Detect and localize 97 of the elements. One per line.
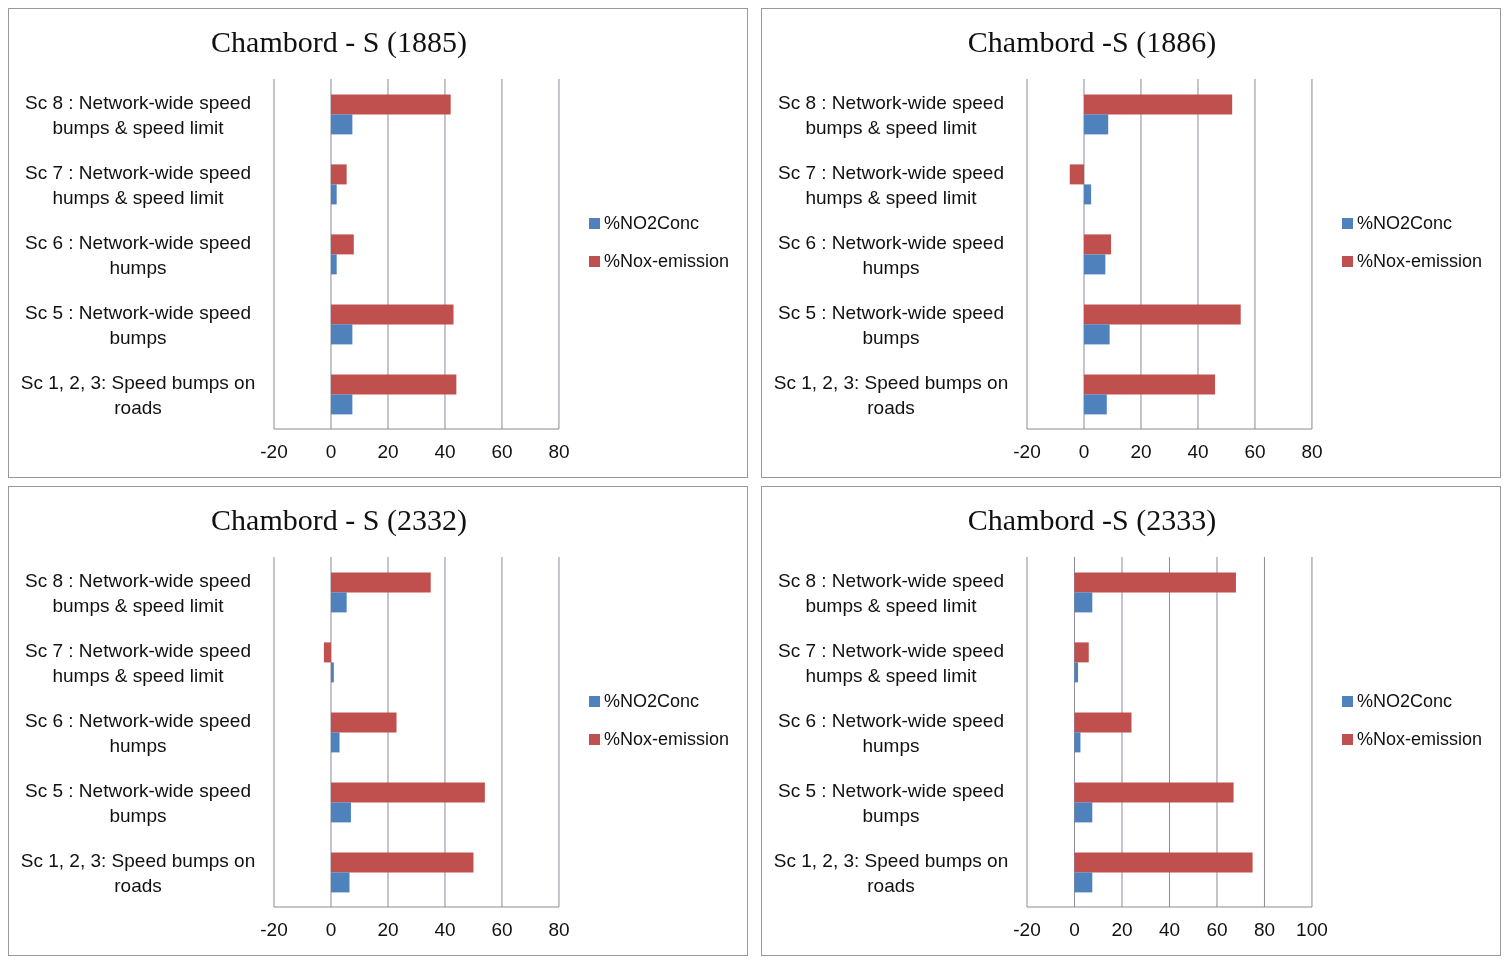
x-tick-label: 60 xyxy=(1206,919,1228,941)
bar xyxy=(1083,254,1106,275)
bar xyxy=(1083,324,1110,345)
bar xyxy=(323,642,331,663)
bar xyxy=(1069,164,1084,185)
y-tick-label: Sc 6 : Network-wide speed humps xyxy=(778,709,1004,755)
y-tick-label: Sc 5 : Network-wide speed bumps xyxy=(25,301,251,347)
x-tick-label: 80 xyxy=(548,441,570,463)
legend-label: %Nox-emission xyxy=(603,250,729,271)
y-tick-label: Sc 7 : Network-wide speed humps & speed limit xyxy=(778,161,1004,207)
bar xyxy=(1074,782,1234,803)
y-tick-label: Sc 6 : Network-wide speed humps xyxy=(25,231,251,277)
bar xyxy=(1074,732,1081,753)
y-tick-label: Sc 1, 2, 3: Speed bumps on roads xyxy=(773,371,1009,417)
x-tick-label: 40 xyxy=(1187,441,1209,463)
legend-label: %Nox-emission xyxy=(603,728,729,749)
y-tick-label: Sc 6 : Network-wide speed humps xyxy=(25,709,251,755)
bar xyxy=(330,234,354,255)
x-tick-label: 40 xyxy=(434,919,456,941)
x-tick-label: 80 xyxy=(1301,441,1323,463)
bar xyxy=(1074,852,1253,873)
x-tick-label: 20 xyxy=(1130,441,1152,463)
x-tick-label: 0 xyxy=(325,441,337,463)
bar xyxy=(330,592,347,613)
y-tick-label: Sc 7 : Network-wide speed humps & speed limit xyxy=(778,639,1004,685)
y-tick-label: Sc 5 : Network-wide speed bumps xyxy=(25,779,251,825)
bar xyxy=(330,852,474,873)
legend-label: %Nox-emission xyxy=(1356,250,1482,271)
bar xyxy=(330,802,351,823)
y-tick-label: Sc 8 : Network-wide speed bumps & speed limit xyxy=(778,91,1004,137)
bar xyxy=(1083,114,1109,135)
bar xyxy=(330,732,340,753)
legend-label: %NO2Conc xyxy=(603,690,699,711)
bar xyxy=(330,164,347,185)
bar xyxy=(1083,234,1112,255)
y-tick-label: Sc 5 : Network-wide speed bumps xyxy=(778,779,1004,825)
bar xyxy=(1074,802,1093,823)
chart-title: Chambord - S (2332) xyxy=(210,503,468,537)
bar xyxy=(330,782,485,803)
bar xyxy=(330,662,334,683)
legend-label: %NO2Conc xyxy=(603,212,699,233)
x-tick-label: 0 xyxy=(325,919,337,941)
x-tick-label: 60 xyxy=(491,441,513,463)
bar xyxy=(330,254,337,275)
bar xyxy=(330,114,353,135)
y-tick-label: Sc 1, 2, 3: Speed bumps on roads xyxy=(773,849,1009,895)
y-tick-label: Sc 1, 2, 3: Speed bumps on roads xyxy=(20,371,256,417)
x-tick-label: 100 xyxy=(1296,919,1328,941)
legend-label: %Nox-emission xyxy=(1356,728,1482,749)
x-tick-label: 80 xyxy=(548,919,570,941)
x-tick-label: 0 xyxy=(1069,919,1080,941)
bar xyxy=(1083,374,1216,395)
y-tick-label: Sc 5 : Network-wide speed bumps xyxy=(778,301,1004,347)
legend-label: %NO2Conc xyxy=(1356,690,1452,711)
y-tick-label: Sc 8 : Network-wide speed bumps & speed limit xyxy=(25,569,251,615)
bar xyxy=(1074,642,1089,663)
bar xyxy=(1083,394,1107,415)
bar xyxy=(1074,712,1132,733)
bar xyxy=(330,712,397,733)
y-tick-label: Sc 1, 2, 3: Speed bumps on roads xyxy=(20,849,256,895)
chart-title: Chambord -S (2333) xyxy=(966,503,1218,537)
x-tick-label: 40 xyxy=(1158,919,1181,941)
bar xyxy=(1074,662,1079,683)
x-tick-label: -20 xyxy=(1013,441,1041,463)
x-tick-label: -20 xyxy=(260,919,288,941)
bar xyxy=(1083,304,1241,325)
x-tick-label: 60 xyxy=(491,919,513,941)
x-tick-label: 20 xyxy=(377,441,399,463)
chart-title: Chambord -S (1886) xyxy=(966,25,1218,59)
x-tick-label: -20 xyxy=(1013,919,1041,941)
x-tick-label: 0 xyxy=(1078,441,1090,463)
x-tick-label: -20 xyxy=(260,441,288,463)
chart-title: Chambord - S (1885) xyxy=(210,25,468,59)
bar xyxy=(1083,94,1233,115)
bar xyxy=(1074,572,1236,593)
bar xyxy=(330,872,350,893)
bar xyxy=(1083,184,1092,205)
y-tick-label: Sc 8 : Network-wide speed bumps & speed limit xyxy=(25,91,251,137)
y-tick-label: Sc 7 : Network-wide speed humps & speed limit xyxy=(25,639,251,685)
x-tick-label: 80 xyxy=(1253,919,1276,941)
bar xyxy=(1074,872,1093,893)
y-tick-label: Sc 8 : Network-wide speed bumps & speed limit xyxy=(778,569,1004,615)
bar xyxy=(330,374,457,395)
bar xyxy=(330,304,454,325)
legend-label: %NO2Conc xyxy=(1356,212,1452,233)
bar xyxy=(1074,592,1093,613)
x-tick-label: 40 xyxy=(434,441,456,463)
y-tick-label: Sc 6 : Network-wide speed humps xyxy=(778,231,1004,277)
bar xyxy=(330,394,353,415)
bar xyxy=(330,324,353,345)
bar xyxy=(330,94,451,115)
bar xyxy=(330,184,337,205)
bar xyxy=(330,572,431,593)
x-tick-label: 60 xyxy=(1244,441,1266,463)
x-tick-label: 20 xyxy=(1111,919,1133,941)
x-tick-label: 20 xyxy=(377,919,399,941)
y-tick-label: Sc 7 : Network-wide speed humps & speed limit xyxy=(25,161,251,207)
